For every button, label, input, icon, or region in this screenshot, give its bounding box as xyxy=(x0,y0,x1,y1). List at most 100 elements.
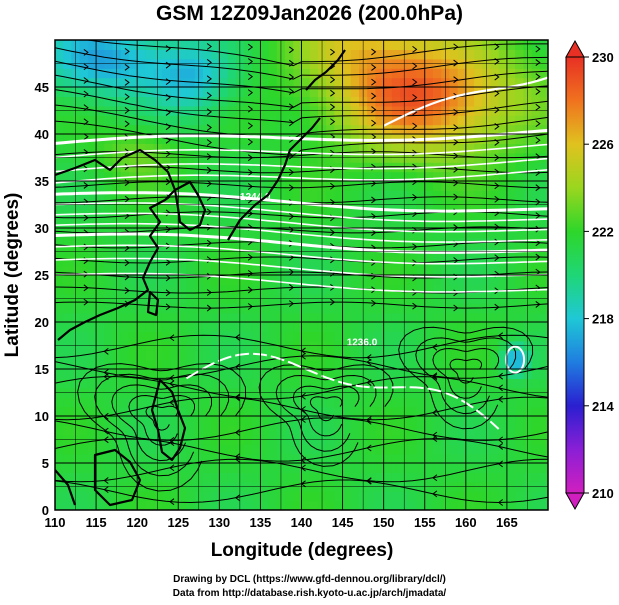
field-cell xyxy=(137,77,146,88)
field-cell xyxy=(457,397,467,408)
streamline-arrow xyxy=(371,196,377,204)
field-cell xyxy=(465,397,475,408)
field-cell xyxy=(309,40,319,50)
field-cell xyxy=(128,340,138,351)
streamline-arrow xyxy=(124,79,130,86)
field-cell xyxy=(506,453,516,464)
field-cell xyxy=(457,199,467,210)
streamline-arrow xyxy=(432,372,438,380)
field-cell xyxy=(523,181,533,191)
field-cell xyxy=(391,416,401,426)
field-cell xyxy=(235,378,245,389)
field-cell xyxy=(96,199,105,210)
streamline-arrow xyxy=(494,254,500,262)
field-cell xyxy=(523,152,533,163)
contour-label: 1236.0 xyxy=(347,338,378,349)
field-cell xyxy=(383,49,393,60)
field-cell xyxy=(211,143,220,154)
field-cell xyxy=(350,87,360,97)
field-cell xyxy=(128,68,138,79)
field-cell xyxy=(120,87,130,97)
contour-closed-low xyxy=(505,345,526,374)
streamline-arrow xyxy=(165,94,171,101)
field-cell xyxy=(441,331,450,342)
field-cell xyxy=(449,68,459,79)
field-cell xyxy=(285,96,294,107)
field-cell xyxy=(268,293,278,304)
field-cell xyxy=(301,105,311,116)
field-cell xyxy=(293,96,303,107)
field-cell xyxy=(424,105,434,116)
streamline-arrow xyxy=(330,118,336,125)
field-cell xyxy=(79,369,89,379)
field-cell xyxy=(326,256,335,267)
field-cell xyxy=(515,162,524,173)
field-cell xyxy=(490,397,500,408)
field-cell xyxy=(186,359,196,370)
field-cell xyxy=(408,397,418,408)
field-cell xyxy=(186,152,196,163)
field-cell xyxy=(87,96,97,107)
field-cell xyxy=(449,96,459,107)
field-cell xyxy=(539,397,548,408)
field-cell xyxy=(153,406,163,417)
field-cell xyxy=(243,322,253,332)
field-cell xyxy=(309,406,319,417)
field-cell xyxy=(211,350,220,361)
field-cell xyxy=(202,275,212,285)
field-cell xyxy=(416,406,426,417)
field-cell xyxy=(482,453,492,464)
field-cell xyxy=(350,416,360,426)
field-cell xyxy=(334,359,344,370)
field-cell xyxy=(120,378,130,389)
field-cell xyxy=(342,444,352,455)
field-cell xyxy=(539,275,548,285)
field-cell xyxy=(260,463,270,473)
field-cell xyxy=(506,275,516,285)
field-cell xyxy=(432,434,442,445)
field-cell xyxy=(120,406,130,417)
streamline-arrow xyxy=(247,303,254,310)
field-cell xyxy=(391,275,401,285)
field-cell xyxy=(498,96,508,107)
field-cell xyxy=(186,387,196,398)
field-cell xyxy=(71,481,81,492)
field-cell xyxy=(276,49,286,60)
field-cell xyxy=(498,199,508,210)
field-cell xyxy=(227,491,237,502)
field-cell xyxy=(449,293,459,304)
field-cell xyxy=(465,218,475,229)
field-cell xyxy=(441,434,450,445)
field-cell xyxy=(260,397,270,408)
field-cell xyxy=(145,387,155,398)
field-cell xyxy=(432,124,442,135)
credit-line-2: Data from http://database.rish.kyoto-u.a… xyxy=(172,588,447,599)
field-cell xyxy=(449,378,459,389)
field-cell xyxy=(137,246,146,257)
field-cell xyxy=(137,105,146,116)
field-cell xyxy=(309,387,319,398)
field-cell xyxy=(276,77,286,88)
field-cell xyxy=(79,40,89,50)
field-cell xyxy=(498,387,508,398)
field-cell xyxy=(506,96,516,107)
field-cell xyxy=(367,293,377,304)
field-cell xyxy=(531,359,541,370)
field-cell xyxy=(482,378,492,389)
field-cell xyxy=(87,124,97,135)
field-cell xyxy=(424,331,434,342)
field-cell xyxy=(211,199,220,210)
field-cell xyxy=(186,444,196,455)
field-cell xyxy=(87,190,97,201)
field-cell xyxy=(293,87,303,97)
field-cell xyxy=(342,181,352,191)
field-cell xyxy=(170,124,179,135)
field-cell xyxy=(104,322,114,332)
field-cell xyxy=(170,406,179,417)
field-cell xyxy=(194,312,204,323)
streamline-arrow xyxy=(535,212,541,220)
field-cell xyxy=(260,293,270,304)
field-cell xyxy=(211,181,220,191)
field-cell xyxy=(432,444,442,455)
streamline-arrow xyxy=(83,243,89,251)
